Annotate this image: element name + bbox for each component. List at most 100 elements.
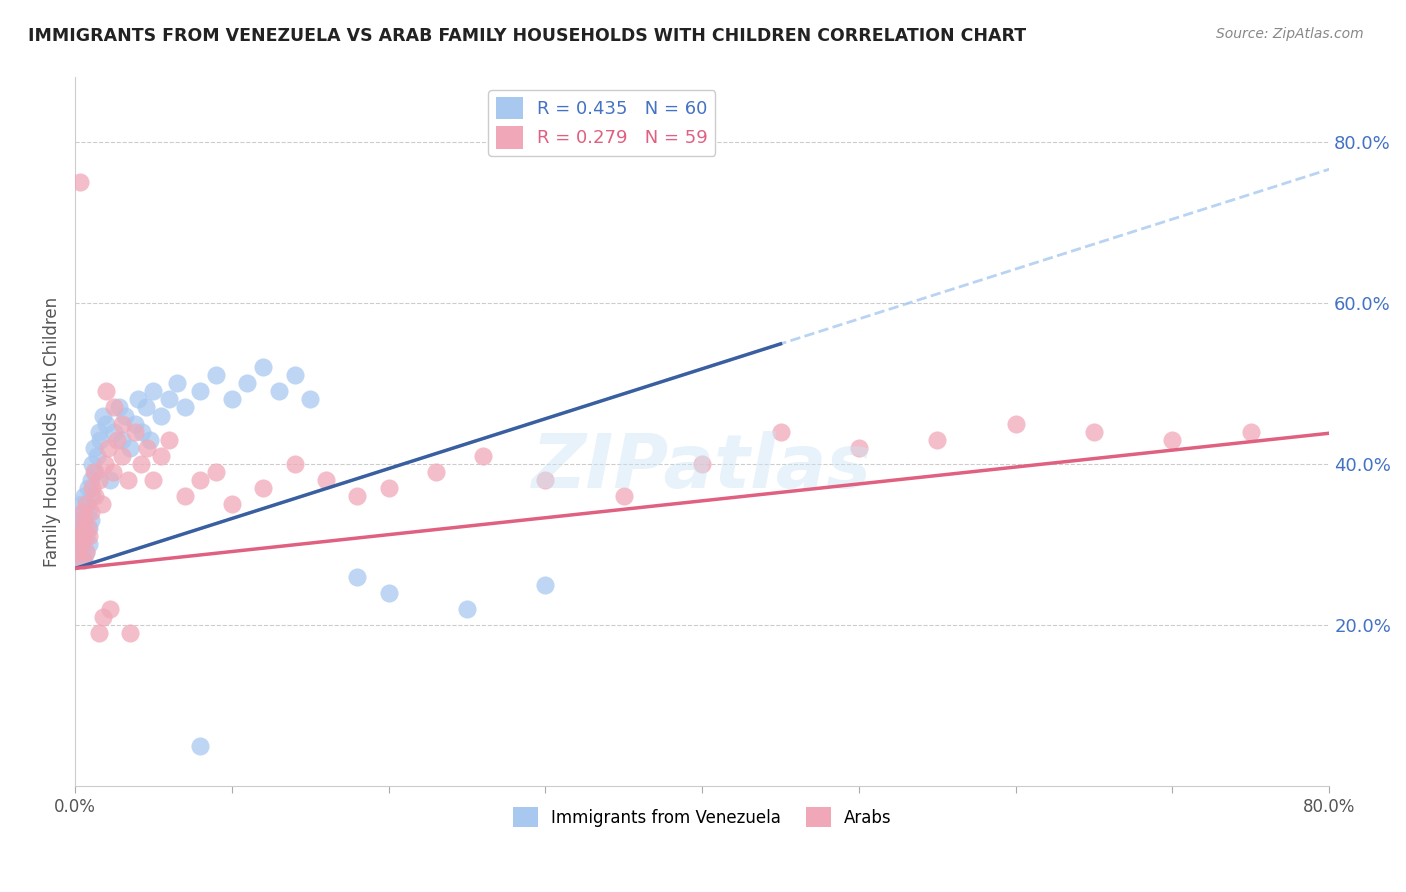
Point — [73, 529, 96, 543]
Point — [111, 417, 134, 431]
Point — [80, 513, 103, 527]
Point — [69, 545, 91, 559]
Point — [105, 433, 128, 447]
Point — [76, 505, 98, 519]
Point — [72, 505, 94, 519]
Point — [127, 392, 149, 407]
Point — [1240, 425, 1263, 439]
Point — [75, 497, 97, 511]
Point — [129, 457, 152, 471]
Point — [927, 433, 949, 447]
Point — [166, 376, 188, 391]
Point — [80, 505, 103, 519]
Point — [83, 441, 105, 455]
Point — [150, 409, 173, 423]
Point — [124, 417, 146, 431]
Point — [173, 489, 195, 503]
Point — [142, 473, 165, 487]
Point — [205, 368, 228, 383]
Point — [96, 384, 118, 399]
Point — [471, 449, 494, 463]
Point — [1161, 433, 1184, 447]
Point — [70, 521, 93, 535]
Point — [86, 449, 108, 463]
Point — [87, 425, 110, 439]
Point — [73, 553, 96, 567]
Point — [157, 392, 180, 407]
Point — [173, 401, 195, 415]
Point — [425, 465, 447, 479]
Point — [315, 473, 337, 487]
Point — [94, 457, 117, 471]
Text: Source: ZipAtlas.com: Source: ZipAtlas.com — [1216, 27, 1364, 41]
Text: IMMIGRANTS FROM VENEZUELA VS ARAB FAMILY HOUSEHOLDS WITH CHILDREN CORRELATION CH: IMMIGRANTS FROM VENEZUELA VS ARAB FAMILY… — [28, 27, 1026, 45]
Point — [136, 441, 159, 455]
Point — [82, 489, 104, 503]
Point — [84, 465, 107, 479]
Point — [346, 489, 368, 503]
Point — [87, 473, 110, 487]
Point — [118, 441, 141, 455]
Point — [283, 368, 305, 383]
Point — [75, 545, 97, 559]
Point — [534, 473, 557, 487]
Point — [82, 481, 104, 495]
Point — [252, 481, 274, 495]
Point — [65, 529, 87, 543]
Point — [87, 625, 110, 640]
Point — [142, 384, 165, 399]
Point — [118, 625, 141, 640]
Point — [77, 537, 100, 551]
Point — [77, 521, 100, 535]
Y-axis label: Family Households with Children: Family Households with Children — [44, 296, 60, 566]
Point — [69, 175, 91, 189]
Point — [108, 401, 131, 415]
Point — [90, 497, 112, 511]
Point — [73, 489, 96, 503]
Point — [97, 441, 120, 455]
Point — [377, 585, 399, 599]
Point — [67, 553, 90, 567]
Point — [124, 425, 146, 439]
Point — [190, 473, 212, 487]
Point — [72, 553, 94, 567]
Point — [67, 545, 90, 559]
Point — [236, 376, 259, 391]
Point — [103, 425, 125, 439]
Point — [456, 601, 478, 615]
Point — [72, 521, 94, 535]
Point — [157, 433, 180, 447]
Point — [98, 473, 121, 487]
Point — [534, 577, 557, 591]
Point — [205, 465, 228, 479]
Point — [135, 401, 157, 415]
Point — [70, 529, 93, 543]
Point — [283, 457, 305, 471]
Point — [70, 537, 93, 551]
Point — [65, 537, 87, 551]
Point — [82, 457, 104, 471]
Point — [89, 433, 111, 447]
Point — [96, 417, 118, 431]
Point — [114, 409, 136, 423]
Point — [73, 513, 96, 527]
Text: ZIPatlas: ZIPatlas — [531, 431, 872, 503]
Point — [848, 441, 870, 455]
Point — [91, 609, 114, 624]
Point — [190, 739, 212, 753]
Point — [613, 489, 636, 503]
Point — [1004, 417, 1026, 431]
Point — [111, 449, 134, 463]
Point — [299, 392, 322, 407]
Point — [98, 601, 121, 615]
Point — [690, 457, 713, 471]
Point — [769, 425, 792, 439]
Point — [67, 521, 90, 535]
Point — [377, 481, 399, 495]
Point — [69, 513, 91, 527]
Point — [131, 425, 153, 439]
Point — [80, 473, 103, 487]
Point — [83, 465, 105, 479]
Point — [72, 505, 94, 519]
Point — [70, 497, 93, 511]
